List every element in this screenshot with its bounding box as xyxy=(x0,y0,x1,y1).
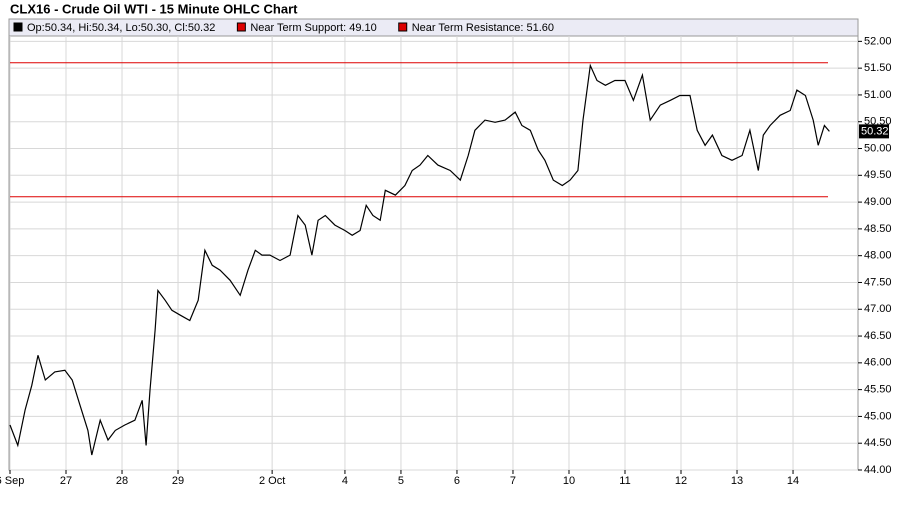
legend-label: Op:50.34, Hi:50.34, Lo:50.30, Cl:50.32 xyxy=(27,22,215,34)
chart-title: CLX16 - Crude Oil WTI - 15 Minute OHLC C… xyxy=(10,1,298,16)
legend-swatch xyxy=(398,22,408,32)
plot-area xyxy=(8,35,859,471)
x-tick-label: 5 xyxy=(398,475,404,487)
y-tick-label: 46.00 xyxy=(864,357,892,369)
x-tick-label: 10 xyxy=(563,475,575,487)
x-tick-label: 12 xyxy=(675,475,687,487)
x-tick-label: 11 xyxy=(619,475,630,487)
y-tick-label: 48.00 xyxy=(864,250,892,262)
y-tick-label: 47.00 xyxy=(864,303,892,315)
x-tick-label: 28 xyxy=(116,475,128,487)
y-tick-label: 45.00 xyxy=(864,410,892,422)
y-tick-label: 49.00 xyxy=(864,196,892,208)
x-tick-label: 2 Oct xyxy=(259,475,285,487)
last-value-box xyxy=(859,124,889,139)
legend-swatch xyxy=(13,22,23,32)
x-tick-label: 29 xyxy=(172,475,184,487)
last-value-label: 50.32 xyxy=(861,125,889,137)
legend-label: Near Term Resistance: 51.60 xyxy=(412,22,554,34)
x-tick-label: 6 Sep xyxy=(0,475,24,487)
y-tick-label: 51.50 xyxy=(864,62,892,74)
x-tick-label: 14 xyxy=(787,475,799,487)
y-tick-label: 46.50 xyxy=(864,330,892,342)
y-tick-label: 51.00 xyxy=(864,89,892,101)
x-tick-label: 4 xyxy=(342,475,348,487)
x-tick-label: 13 xyxy=(731,475,743,487)
y-tick-label: 50.00 xyxy=(864,142,892,154)
x-tick-label: 27 xyxy=(60,475,72,487)
y-tick-label: 49.50 xyxy=(864,169,892,181)
price-line xyxy=(9,63,830,456)
y-tick-label: 52.00 xyxy=(864,35,892,47)
x-tick-label: 7 xyxy=(510,475,516,487)
legend-label: Near Term Support: 49.10 xyxy=(250,22,376,34)
y-tick-label: 44.50 xyxy=(864,437,892,449)
y-tick-label: 48.50 xyxy=(864,223,892,235)
y-tick-label: 47.50 xyxy=(864,276,892,288)
y-tick-label: 44.00 xyxy=(864,464,892,476)
legend-swatch xyxy=(236,22,246,32)
x-tick-label: 6 xyxy=(454,475,460,487)
y-tick-label: 45.50 xyxy=(864,384,892,396)
